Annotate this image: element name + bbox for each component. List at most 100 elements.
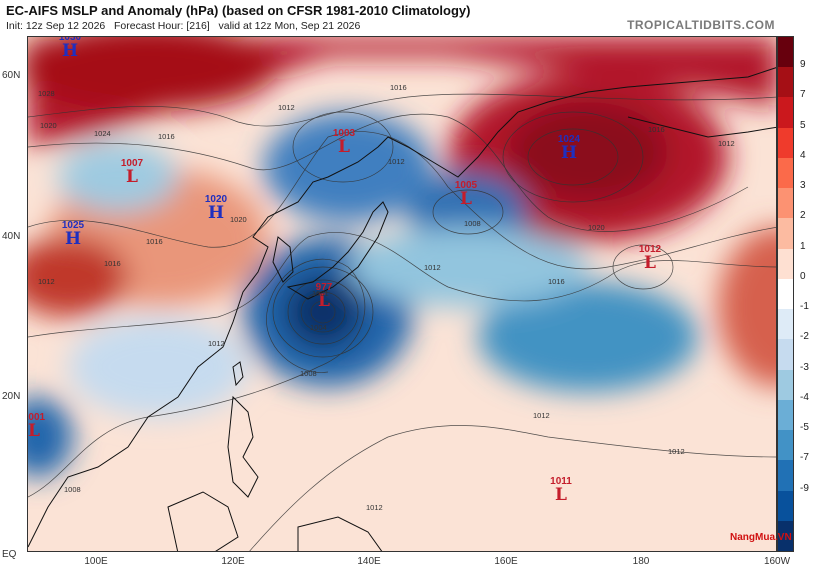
asia-coastline (28, 136, 389, 548)
isobar-label: 1008 (464, 219, 481, 228)
isobar-label: 1008 (64, 485, 81, 494)
colorbar-swatch (778, 278, 793, 310)
isobar-1012 (28, 232, 776, 338)
high-isobar-2 (527, 128, 619, 186)
lon-label-160e: 160E (494, 556, 518, 567)
kamchatka-low-isobar (432, 189, 504, 235)
pressure-center-low: 1003 L (332, 128, 356, 157)
colorbar-swatch (778, 248, 793, 280)
isobar-label: 1012 (38, 277, 55, 286)
typhoon-isobar-2 (287, 279, 359, 345)
colorbar-label: -5 (800, 422, 809, 434)
lat-label-60n: 60N (2, 70, 21, 81)
isobar-1020-north (28, 113, 749, 232)
new-guinea-coastline (297, 516, 383, 551)
pressure-center-high: 1020 H (204, 194, 228, 223)
colorbar-label: -4 (800, 391, 809, 403)
colorbar-swatch (778, 490, 793, 522)
forecast-hour: Forecast Hour: [216] (114, 20, 210, 32)
isobar-label: 1012 (388, 157, 405, 166)
borneo-coastline (167, 491, 239, 551)
philippines-coastline (227, 395, 259, 498)
anomaly-colorbar (777, 36, 794, 552)
colorbar-label: 7 (800, 89, 806, 101)
isobar-1024-north (28, 93, 776, 127)
init-time: Init: 12z Sep 12 2026 (6, 20, 106, 32)
isobar-1008 (28, 258, 366, 498)
colorbar-label: 3 (800, 180, 806, 192)
isobar-label: 1020 (40, 121, 57, 130)
isobar-label: 1012 (278, 103, 295, 112)
isobar-label: 1016 (548, 277, 565, 286)
aleutian-coastline (627, 116, 776, 138)
colorbar-label: -9 (800, 482, 809, 494)
lon-label-120e: 120E (221, 556, 245, 567)
colorbar-swatch (778, 309, 793, 340)
north-pacific-high-core (508, 102, 668, 202)
mslp-anomaly-map (28, 37, 776, 551)
pressure-center-low: 1012 L (638, 244, 662, 273)
isobar-label: 1028 (38, 89, 55, 98)
site-credit: TROPICALTIDBITS.COM (627, 18, 775, 32)
lat-label-20n: 20N (2, 391, 21, 402)
central-pacific-low-anomaly (478, 282, 698, 392)
colorbar-label: -2 (800, 331, 809, 343)
map-title: EC-AIFS MSLP and Anomaly (hPa) (based on… (6, 3, 471, 18)
high-isobar-1 (502, 111, 644, 203)
pressure-center-low: 1011 L (550, 476, 572, 505)
bay-of-bengal-low-anomaly (28, 397, 73, 477)
isobar-label: 1016 (146, 237, 163, 246)
pressure-center-high: 1024 H (557, 134, 581, 163)
okhotsk-low-isobar (292, 111, 394, 183)
east-pacific-positive (718, 227, 776, 387)
isobar-label: 1012 (208, 339, 225, 348)
isobar-label: 1001 (312, 289, 329, 298)
pressure-center-low: 1007 L (120, 158, 144, 187)
isobar-label: 1012 (366, 503, 383, 512)
siberia-positive (28, 37, 278, 112)
typhoon-isobar-1 (272, 266, 374, 358)
colorbar-label: 2 (800, 210, 806, 222)
typhoon-center-low: 977 L (315, 282, 333, 311)
colorbar-label: 0 (800, 270, 806, 282)
colorbar-label: 1 (800, 240, 806, 252)
pressure-center-low: 1001L (28, 412, 46, 441)
mid-pacific-trough (348, 227, 588, 307)
colorbar-swatch (778, 369, 793, 401)
map-subtitle: Init: 12z Sep 12 2026 Forecast Hour: [21… (6, 20, 360, 32)
isobar-label: 1024 (94, 129, 111, 138)
isobar-label: 1016 (104, 259, 121, 268)
tibet-positive (28, 237, 128, 317)
isobar-label: 1012 (533, 411, 550, 420)
colorbar-swatch (778, 520, 793, 552)
colorbar-swatch (778, 460, 793, 492)
isobar-label: 1004 (310, 323, 327, 332)
isobar-label: 1008 (300, 369, 317, 378)
mongolia-negative (58, 142, 178, 212)
isobar-label: 1012 (424, 263, 441, 272)
colorbar-swatch (778, 430, 793, 461)
central-pacific-low-isobar (612, 244, 674, 290)
colorbar-swatch (778, 339, 793, 371)
colorbar-label: 5 (800, 119, 806, 131)
isobar-label: 1016 (390, 83, 407, 92)
colorbar-swatch (778, 218, 793, 250)
colorbar-swatch (778, 37, 793, 68)
isobar-label: 1016 (158, 132, 175, 141)
lon-label-140e: 140E (357, 556, 381, 567)
colorbar-label: 9 (800, 59, 806, 71)
colorbar-label: -1 (800, 301, 809, 313)
korea-coastline (272, 236, 294, 283)
typhoon-isobar-4 (310, 300, 336, 324)
map-panel: 1030 H 1007 L 1020 H 1025 H 1003 L 1005 L 1024… (27, 36, 777, 552)
colorbar-swatch (778, 188, 793, 219)
colorbar-swatch (778, 157, 793, 189)
pressure-center-high: 1025 H (61, 220, 85, 249)
south-china-sea-negative (68, 317, 248, 417)
typhoon-core-anomaly (283, 274, 363, 350)
taiwan-coastline (232, 361, 244, 387)
isobar-1016 (28, 131, 776, 270)
colorbar-swatch (778, 127, 793, 159)
kamchatka-coastline (387, 67, 776, 178)
isobar-label: 1016 (648, 125, 665, 134)
